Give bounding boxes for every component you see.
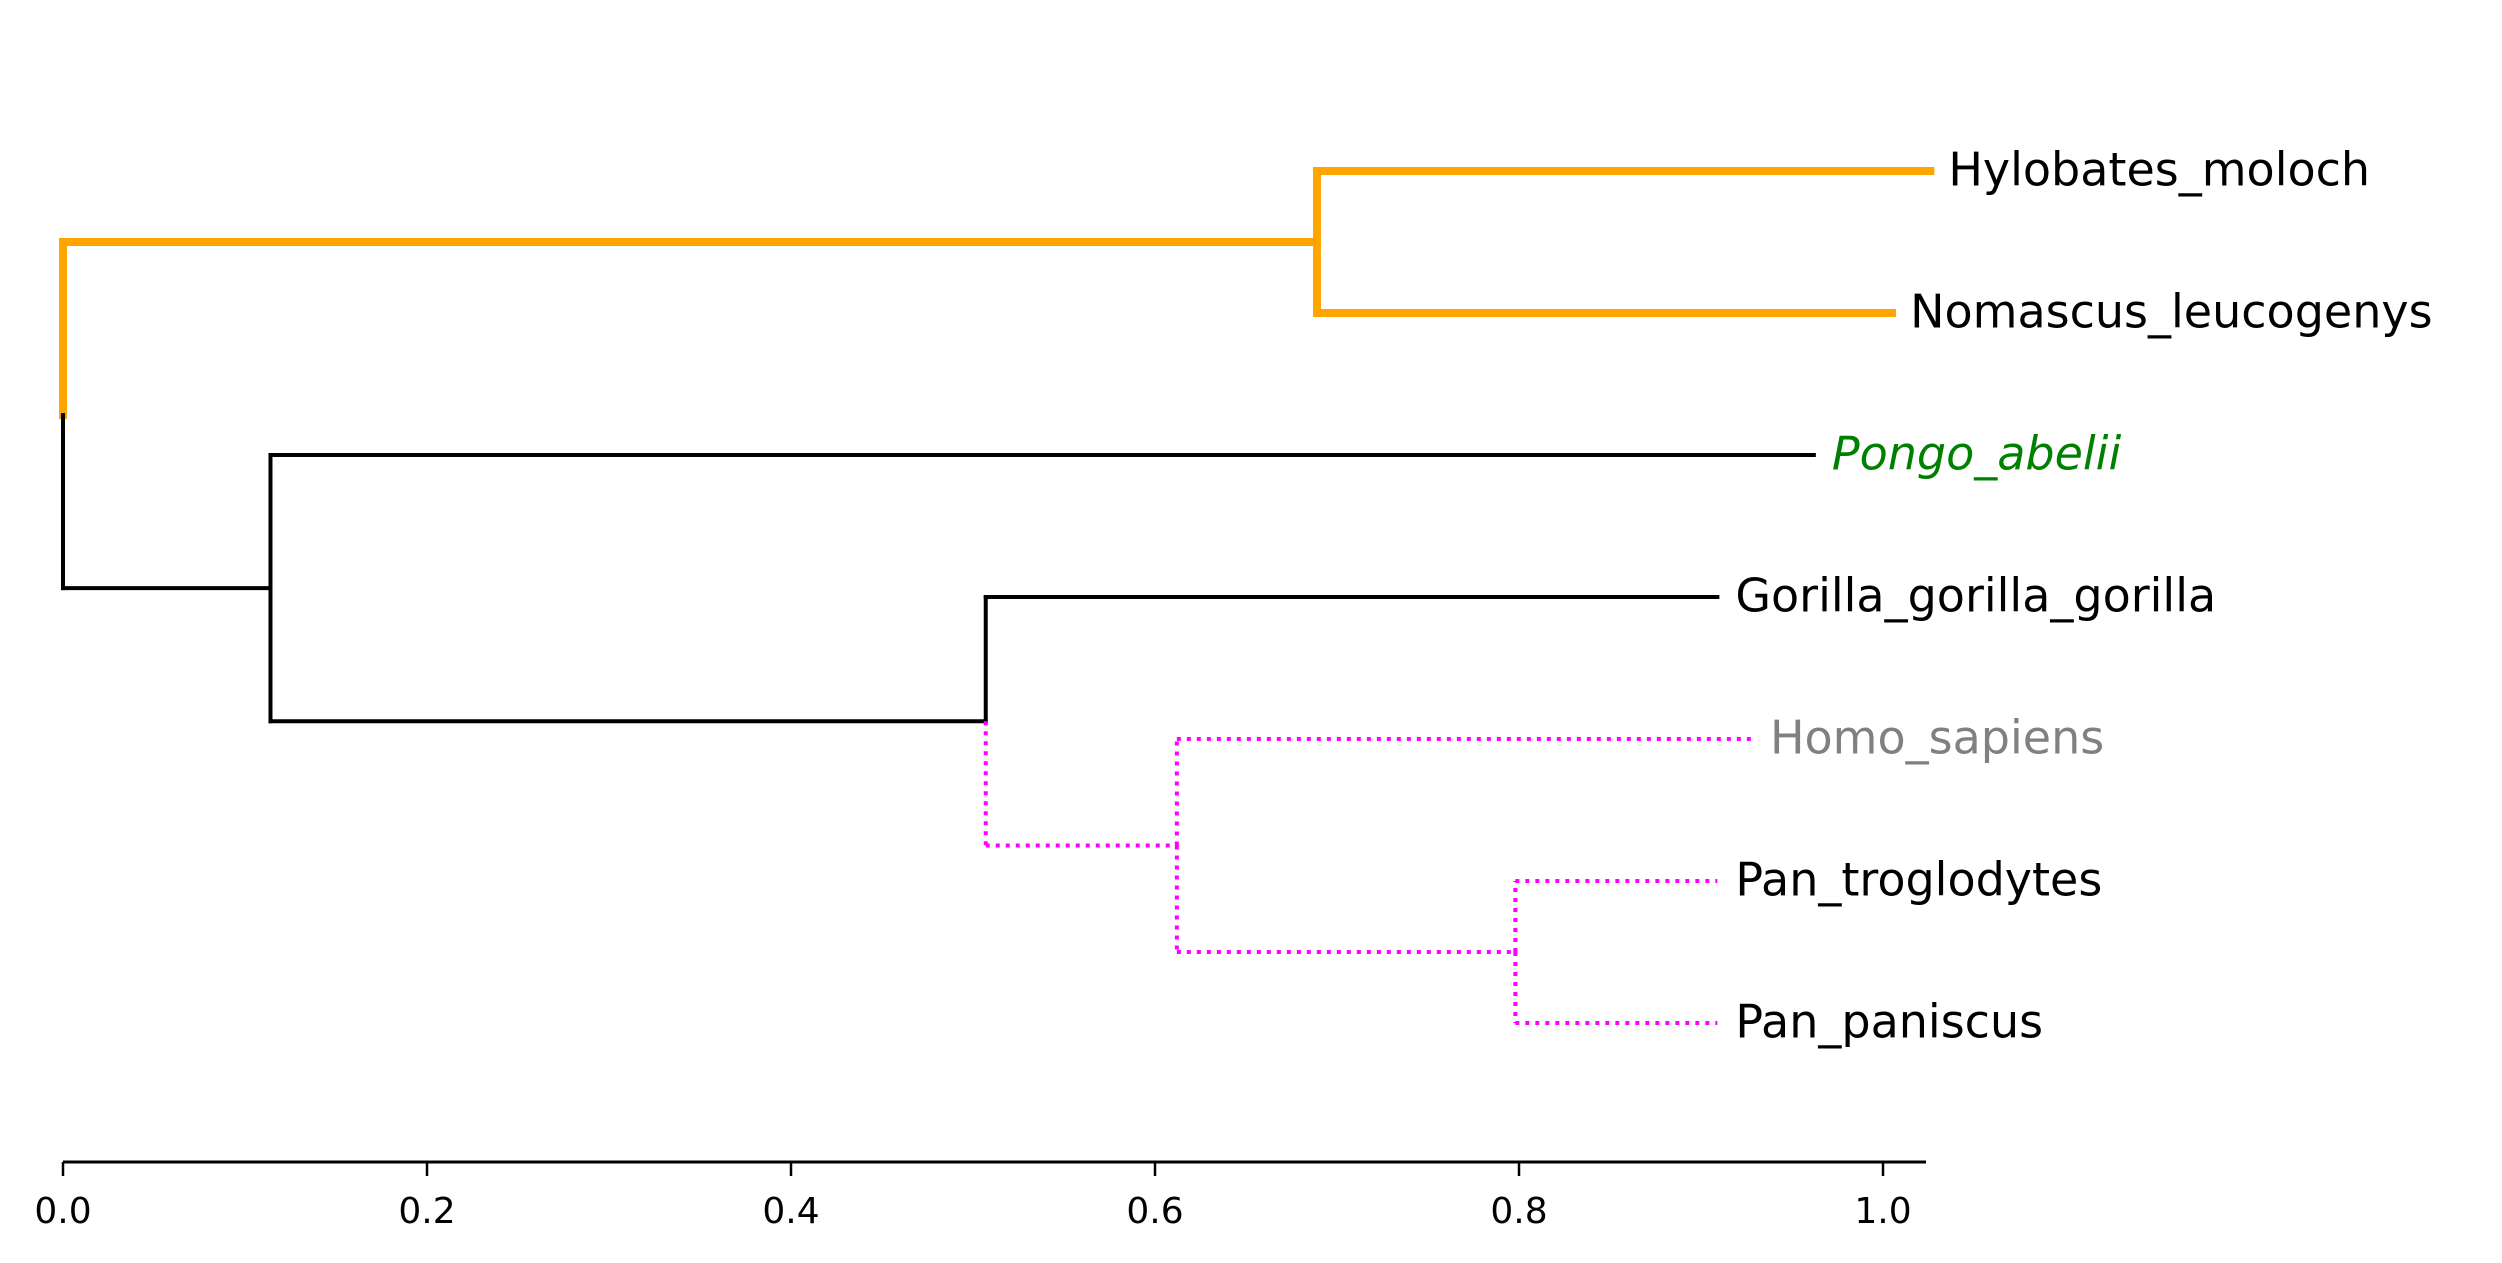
leaf-label-nomascus-leucogenys: Nomascus_leucogenys: [1910, 285, 2432, 339]
x-tick-label: 0.8: [1490, 1191, 1547, 1232]
x-tick-label: 0.6: [1126, 1191, 1183, 1232]
x-axis-ticks: 0.0 0.2 0.4 0.6 0.8 1.0: [34, 1162, 1912, 1232]
leaf-label-homo-sapiens: Homo_sapiens: [1770, 711, 2104, 765]
x-tick-label: 0.2: [398, 1191, 455, 1232]
x-tick-label: 0.0: [34, 1191, 91, 1232]
leaf-label-pan-troglodytes: Pan_troglodytes: [1735, 853, 2102, 907]
x-axis: 0.0 0.2 0.4 0.6 0.8 1.0: [34, 1160, 1926, 1232]
leaf-label-pongo-abelii: Pongo_abelii: [1832, 427, 2122, 481]
leaf-label-pan-paniscus: Pan_paniscus: [1735, 995, 2043, 1049]
leaf-labels: Hylobates_moloch Nomascus_leucogenys Pongo…: [1735, 143, 2432, 1049]
x-tick-label: 1.0: [1854, 1191, 1911, 1232]
x-tick-label: 0.4: [762, 1191, 819, 1232]
tree-branches: [59, 167, 1935, 1025]
leaf-label-gorilla-gorilla-gorilla: Gorilla_gorilla_gorilla: [1735, 569, 2216, 623]
leaf-label-hylobates-moloch: Hylobates_moloch: [1948, 143, 2370, 197]
